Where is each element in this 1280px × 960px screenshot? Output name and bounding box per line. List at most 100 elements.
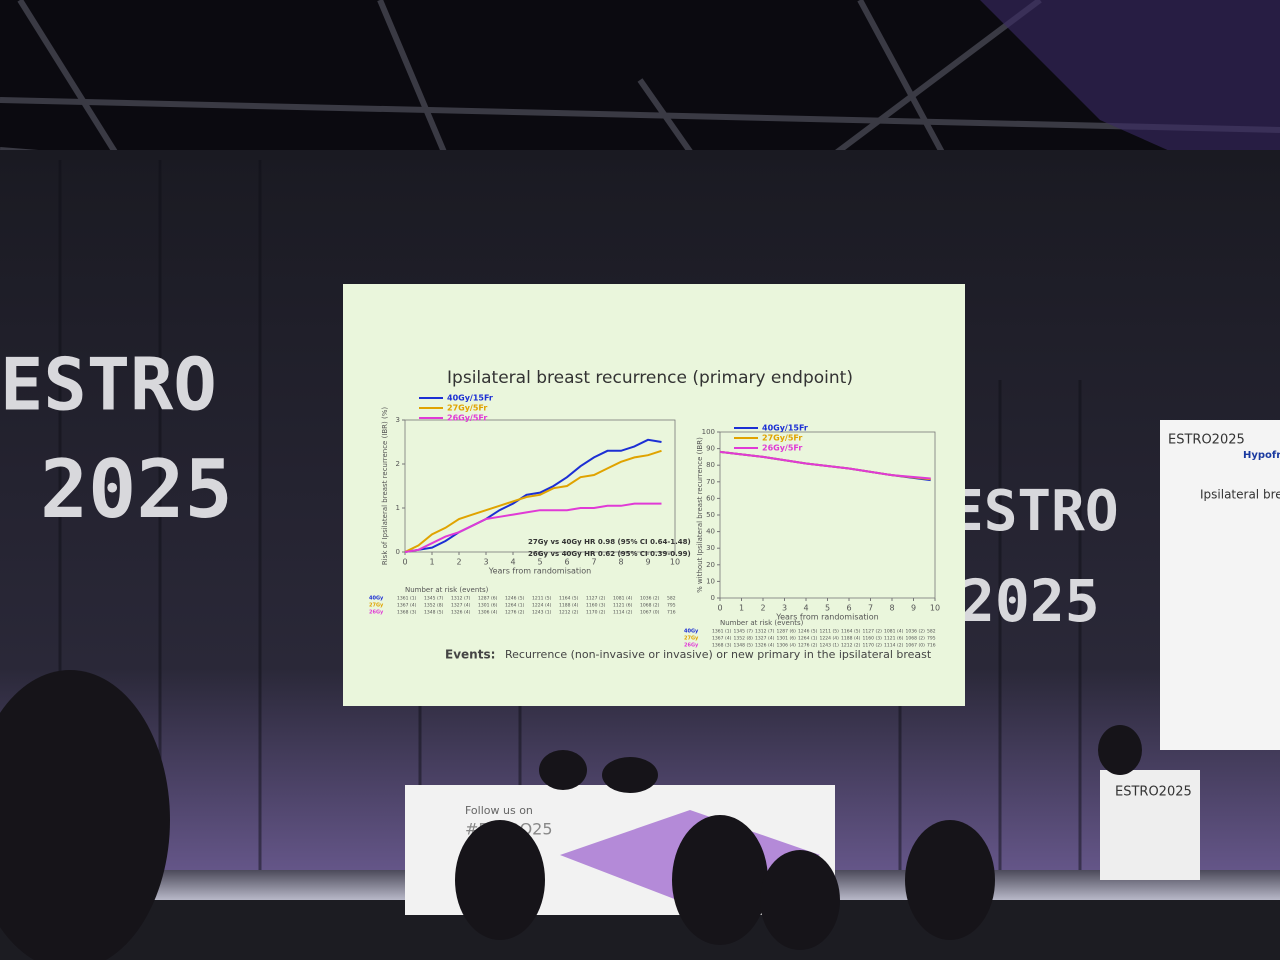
risk-row-name: 40Gy bbox=[369, 596, 384, 602]
risk-count: 1114 bbox=[613, 610, 625, 616]
x-axis-label: Years from randomisation bbox=[775, 613, 878, 622]
y-tick-label: 60 bbox=[706, 494, 715, 502]
risk-events: (2) bbox=[518, 610, 525, 616]
risk-events: (2) bbox=[653, 603, 660, 609]
risk-events: (7) bbox=[768, 629, 775, 635]
data-line bbox=[404, 449, 662, 553]
risk-events: (0) bbox=[653, 610, 660, 616]
risk-events: (7) bbox=[747, 629, 754, 635]
risk-events: (3) bbox=[599, 603, 606, 609]
x-tick-label: 8 bbox=[889, 604, 894, 613]
data-line bbox=[404, 438, 662, 553]
x-tick-label: 8 bbox=[618, 558, 623, 567]
risk-count: 1368 bbox=[712, 643, 724, 649]
risk-count: 1188 bbox=[559, 603, 571, 609]
risk-events: (1) bbox=[811, 636, 818, 642]
risk-events: (7) bbox=[437, 596, 444, 602]
risk-count: 1276 bbox=[505, 610, 517, 616]
risk-count: 1036 bbox=[640, 596, 652, 602]
risk-count: 1287 bbox=[478, 596, 490, 602]
risk-row-name: 26Gy bbox=[369, 610, 384, 616]
x-tick-label: 6 bbox=[846, 604, 851, 613]
y-axis-label: % without Ipsilateral breast recurrence … bbox=[696, 437, 704, 593]
legend-label: 26Gy/5Fr bbox=[762, 444, 802, 453]
legend-label: 26Gy/5Fr bbox=[447, 414, 487, 423]
risk-count: 1081 bbox=[884, 629, 896, 635]
risk-events: (6) bbox=[790, 636, 797, 642]
risk-count: 1301 bbox=[478, 603, 490, 609]
risk-row-name: 27Gy bbox=[684, 636, 699, 642]
y-tick-label: 50 bbox=[706, 511, 715, 519]
y-axis-label: Risk of Ipsilateral breast recurrence (I… bbox=[381, 407, 389, 566]
risk-count: 1326 bbox=[451, 610, 463, 616]
risk-count: 1345 bbox=[734, 629, 746, 635]
risk-events: (4) bbox=[545, 603, 552, 609]
x-tick-label: 0 bbox=[717, 604, 722, 613]
x-tick-label: 10 bbox=[670, 558, 680, 567]
risk-count: 1306 bbox=[777, 643, 789, 649]
data-line bbox=[404, 502, 662, 553]
x-axis-label: Years from randomisation bbox=[488, 567, 591, 576]
risk-events: (4) bbox=[833, 636, 840, 642]
risk-events: (6) bbox=[790, 629, 797, 635]
risk-count: 1287 bbox=[777, 629, 789, 635]
y-tick-label: 70 bbox=[706, 478, 715, 486]
risk-count: 1224 bbox=[820, 636, 832, 642]
risk-row-name: 27Gy bbox=[369, 603, 384, 609]
x-tick-label: 2 bbox=[456, 558, 461, 567]
risk-events: (4) bbox=[768, 636, 775, 642]
risk-events: (5) bbox=[545, 596, 552, 602]
risk-events: (3) bbox=[725, 643, 732, 649]
x-tick-label: 9 bbox=[645, 558, 650, 567]
risk-events: (5) bbox=[437, 610, 444, 616]
podium bbox=[1100, 770, 1200, 880]
y-tick-label: 10 bbox=[706, 577, 715, 585]
risk-events: (1) bbox=[518, 603, 525, 609]
risk-count: 1211 bbox=[820, 629, 832, 635]
events-label: Events: bbox=[445, 648, 495, 662]
risk-events: (0) bbox=[919, 643, 926, 649]
risk-events: (6) bbox=[491, 603, 498, 609]
x-tick-label: 7 bbox=[591, 558, 596, 567]
risk-events: (5) bbox=[854, 629, 861, 635]
risk-count: 1361 bbox=[712, 629, 724, 635]
risk-events: (4) bbox=[897, 629, 904, 635]
risk-row-name: 26Gy bbox=[684, 643, 699, 649]
risk-events: (1) bbox=[725, 629, 732, 635]
x-tick-label: 3 bbox=[782, 604, 787, 613]
risk-count: 1352 bbox=[734, 636, 746, 642]
risk-count: 582 bbox=[927, 629, 936, 635]
risk-events: (7) bbox=[464, 596, 471, 602]
x-tick-label: 5 bbox=[825, 604, 830, 613]
legend-label: 40Gy/15Fr bbox=[447, 394, 493, 403]
x-tick-label: 6 bbox=[564, 558, 569, 567]
legend-label: 27Gy/5Fr bbox=[762, 434, 802, 443]
risk-events: (2) bbox=[572, 610, 579, 616]
risk-count: 1211 bbox=[532, 596, 544, 602]
risk-count: 1246 bbox=[505, 596, 517, 602]
y-tick-label: 80 bbox=[706, 461, 715, 469]
y-tick-label: 100 bbox=[702, 428, 715, 436]
risk-count: 716 bbox=[667, 610, 676, 616]
risk-events: (5) bbox=[518, 596, 525, 602]
x-tick-label: 1 bbox=[739, 604, 744, 613]
risk-events: (4) bbox=[854, 636, 861, 642]
risk-events: (6) bbox=[491, 596, 498, 602]
risk-count: 1121 bbox=[884, 636, 896, 642]
y-tick-label: 90 bbox=[706, 445, 715, 453]
y-tick-label: 1 bbox=[396, 504, 400, 512]
x-tick-label: 9 bbox=[911, 604, 916, 613]
risk-count: 1114 bbox=[884, 643, 896, 649]
banner-text: ESTRO bbox=[0, 343, 217, 427]
risk-count: 1127 bbox=[863, 629, 875, 635]
risk-count: 1068 bbox=[640, 603, 652, 609]
risk-count: 795 bbox=[927, 636, 936, 642]
side-screen-header: Hypofractio bbox=[1243, 450, 1280, 461]
risk-count: 1160 bbox=[863, 636, 875, 642]
risk-events: (4) bbox=[572, 603, 579, 609]
risk-count: 1312 bbox=[451, 596, 463, 602]
risk-events: (2) bbox=[919, 636, 926, 642]
risk-count: 1224 bbox=[532, 603, 544, 609]
x-tick-label: 7 bbox=[868, 604, 873, 613]
